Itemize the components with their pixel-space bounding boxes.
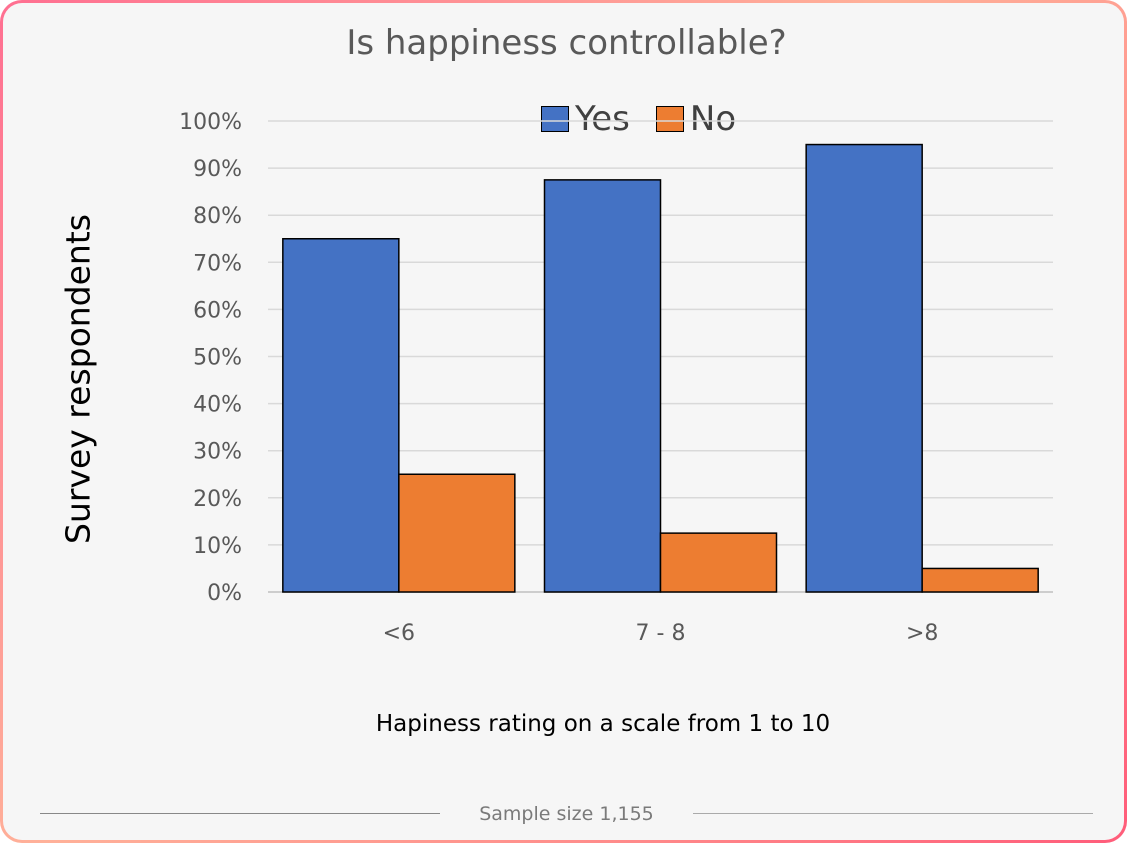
y-tick-label: 40% — [193, 393, 242, 418]
bar-no — [659, 532, 778, 593]
bar-yes — [805, 143, 923, 593]
legend-label-yes: Yes — [575, 99, 630, 139]
y-tick-label: 10% — [193, 534, 242, 559]
y-tick-label: 90% — [193, 157, 242, 182]
bar-yes — [543, 179, 662, 593]
legend-swatch-yes — [541, 106, 569, 132]
legend-label-no: No — [689, 99, 737, 139]
y-tick-label: 80% — [193, 204, 242, 229]
y-tick-label: 30% — [193, 440, 242, 465]
bar-no — [921, 567, 1039, 593]
legend: Yes No — [541, 99, 736, 139]
legend-swatch-no — [655, 106, 684, 132]
y-tick-label: 100% — [179, 110, 242, 135]
y-tick-label: 20% — [193, 487, 242, 512]
y-tick-label: 0% — [207, 581, 242, 606]
x-tick-label: 7 - 8 — [636, 621, 686, 646]
y-tick-label: 70% — [193, 251, 242, 276]
chart-title: Is happiness controllable? — [346, 23, 787, 63]
x-axis-label: Hapiness rating on a scale from 1 to 10 — [375, 711, 831, 737]
sample-size: Sample size 1,155 — [479, 803, 654, 825]
footer-divider-left — [40, 813, 440, 814]
y-tick-label: 60% — [193, 298, 242, 323]
bar-no — [398, 473, 516, 593]
x-tick-label: >8 — [906, 621, 938, 646]
x-tick-label: <6 — [383, 621, 415, 646]
y-tick-label: 50% — [193, 346, 242, 371]
footer-divider-right — [693, 813, 1093, 814]
bar-yes — [282, 238, 400, 593]
